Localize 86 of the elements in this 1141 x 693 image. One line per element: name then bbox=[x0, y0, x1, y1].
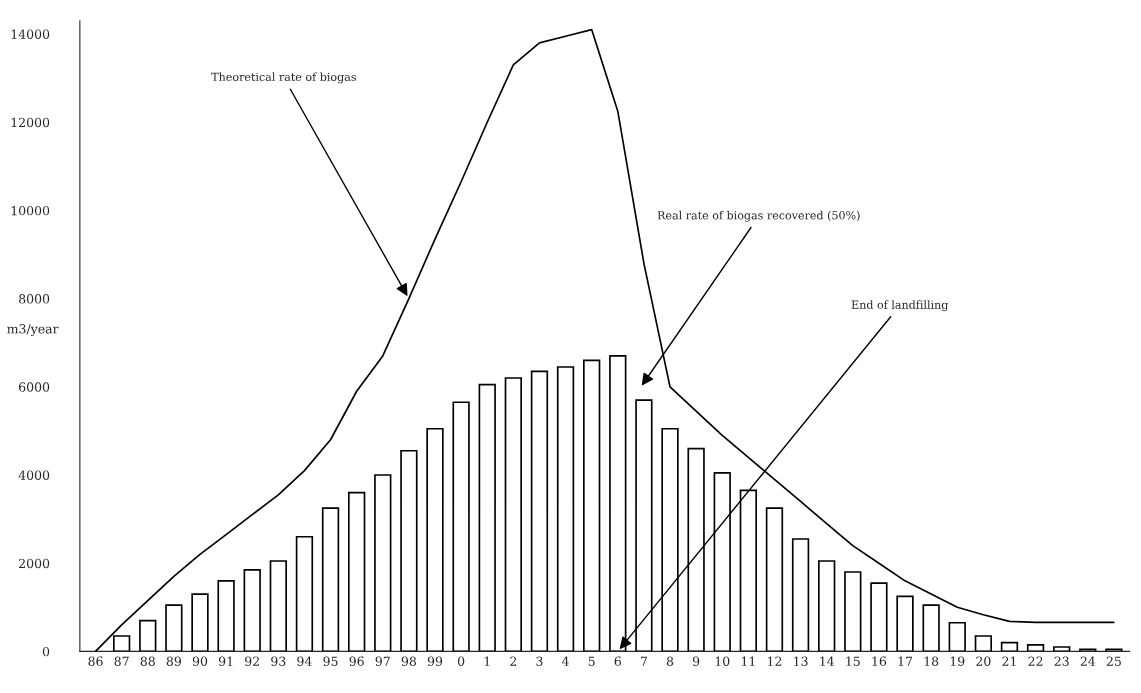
y-axis-title: m3/year bbox=[7, 324, 59, 337]
x-tick-label: 20 bbox=[976, 656, 991, 666]
x-tick-label: 88 bbox=[140, 656, 155, 666]
bar bbox=[974, 635, 993, 652]
bar bbox=[791, 538, 810, 652]
bar bbox=[452, 401, 470, 652]
x-tick-label: 2 bbox=[510, 656, 517, 666]
x-tick-label: 90 bbox=[192, 656, 208, 666]
x-tick-label: 91 bbox=[218, 656, 233, 666]
x-tick-label: 19 bbox=[950, 656, 965, 666]
bar bbox=[922, 604, 940, 652]
x-tick-label: 95 bbox=[323, 656, 338, 666]
x-tick-label: 15 bbox=[846, 656, 860, 666]
bar bbox=[609, 355, 627, 652]
annotation: End of landfilling bbox=[851, 300, 949, 312]
x-tick-label: 86 bbox=[88, 656, 103, 666]
x-tick-label: 16 bbox=[872, 656, 887, 666]
bar bbox=[1053, 646, 1071, 652]
bar bbox=[478, 383, 496, 652]
x-tick-label: 1 bbox=[484, 656, 490, 666]
bar bbox=[165, 604, 183, 652]
annotation: Theoretical rate of biogas bbox=[211, 72, 356, 84]
x-tick-label: 12 bbox=[768, 656, 782, 666]
x-tick-label: 25 bbox=[1106, 656, 1121, 666]
x-tick-label: 3 bbox=[536, 656, 543, 666]
x-tick-label: 10 bbox=[715, 656, 730, 666]
x-tick-label: 0 bbox=[457, 656, 465, 666]
x-tick-label: 93 bbox=[271, 656, 286, 666]
bar bbox=[243, 569, 261, 652]
bar bbox=[1079, 648, 1097, 652]
x-tick-label: 13 bbox=[794, 656, 808, 666]
x-tick-label: 7 bbox=[640, 656, 647, 666]
bar bbox=[191, 593, 209, 652]
y-tick-label: 14000 bbox=[11, 29, 50, 39]
y-tick-label: 4000 bbox=[18, 470, 50, 480]
bar bbox=[347, 491, 366, 652]
x-tick-label: 89 bbox=[166, 656, 181, 666]
x-tick-label: 4 bbox=[561, 656, 569, 666]
x-tick-label: 92 bbox=[245, 656, 259, 666]
bar bbox=[426, 427, 444, 652]
x-tick-label: 94 bbox=[297, 656, 312, 666]
bar bbox=[818, 560, 836, 652]
bar bbox=[1026, 643, 1045, 652]
annotation: Real rate of biogas recovered (50%) bbox=[657, 210, 860, 222]
bar bbox=[896, 595, 914, 652]
x-tick-label: 87 bbox=[114, 656, 129, 666]
line-series bbox=[94, 28, 1115, 652]
x-tick-label: 24 bbox=[1080, 656, 1096, 666]
bar bbox=[583, 359, 601, 652]
y-tick-label: 6000 bbox=[19, 382, 50, 392]
bar bbox=[530, 370, 549, 652]
y-tick-label: 0 bbox=[42, 646, 50, 657]
x-tick-label: 96 bbox=[349, 656, 364, 666]
y-tick-label: 8000 bbox=[19, 294, 50, 304]
bar bbox=[295, 535, 314, 652]
x-tick-label: 97 bbox=[375, 656, 390, 666]
bar bbox=[556, 366, 575, 652]
bar bbox=[1000, 641, 1019, 652]
bar bbox=[1105, 648, 1123, 652]
y-tick-label: 10000 bbox=[11, 205, 50, 216]
x-tick-label: 21 bbox=[1002, 656, 1016, 666]
x-tick-label: 17 bbox=[898, 656, 913, 666]
x-tick-label: 22 bbox=[1028, 656, 1043, 666]
x-tick-label: 23 bbox=[1054, 656, 1069, 666]
x-tick-label: 99 bbox=[427, 656, 443, 666]
bar bbox=[321, 507, 340, 652]
bar bbox=[870, 582, 888, 652]
bar bbox=[948, 621, 966, 652]
x-tick-label: 8 bbox=[666, 656, 674, 666]
bar bbox=[765, 507, 784, 652]
x-tick-label: 14 bbox=[820, 656, 835, 666]
x-tick-label: 5 bbox=[588, 656, 595, 666]
x-tick-label: 11 bbox=[741, 656, 755, 666]
y-tick-label: 2000 bbox=[19, 558, 50, 569]
x-tick-label: 9 bbox=[692, 656, 700, 666]
bar bbox=[504, 377, 523, 652]
x-tick-label: 6 bbox=[614, 656, 621, 666]
bar bbox=[269, 560, 287, 652]
bar bbox=[217, 580, 235, 652]
bar bbox=[400, 449, 418, 652]
bar bbox=[844, 571, 862, 652]
bar bbox=[374, 474, 392, 652]
x-tick-label: 18 bbox=[924, 656, 939, 666]
x-tick-label: 98 bbox=[401, 656, 416, 666]
bar bbox=[139, 619, 157, 652]
y-tick-label: 12000 bbox=[11, 117, 50, 128]
